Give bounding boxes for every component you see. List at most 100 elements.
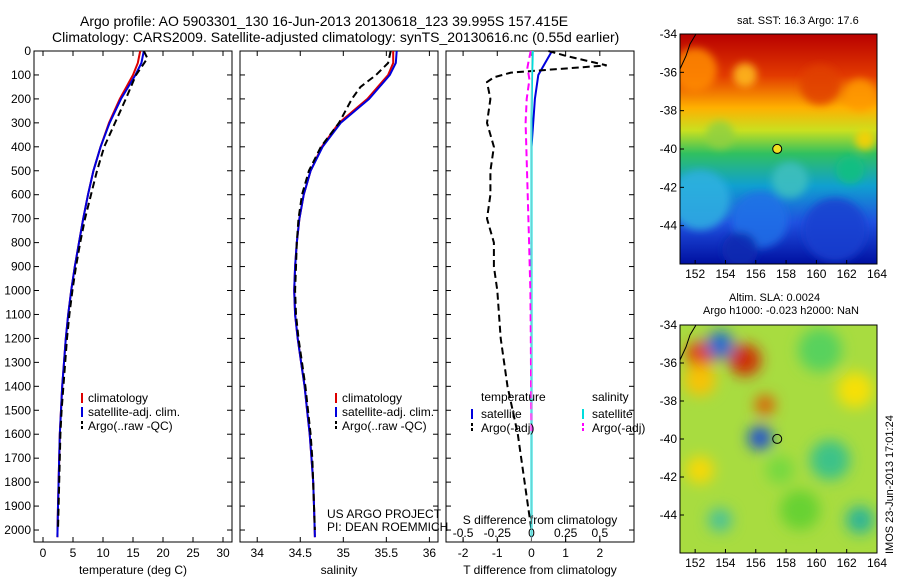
profile-panel-2: 34 34.5 35 35.5 36 salinity climatologysatelli…: [239, 50, 448, 577]
legend-label: satellite: [481, 407, 522, 421]
sst-patch: [803, 198, 867, 262]
profile-panel-1: 0 5 10 15 20 25 300100200300400500600700800900…: [4, 44, 233, 577]
sla-patch: [766, 456, 794, 484]
y-tick-label: 0: [24, 44, 31, 58]
map-x-tick-label: 164: [867, 556, 887, 570]
sla-patch: [706, 331, 734, 359]
y-tick-label: 100: [11, 68, 31, 82]
y-tick-label: 1900: [4, 499, 31, 513]
legend-label: Argo(..raw -QC): [342, 419, 427, 433]
series-line-temperature-satellite: [530, 50, 553, 538]
x-tick-label: 35: [337, 546, 351, 560]
y-tick-label: 1000: [4, 284, 31, 298]
x-tick-label: 34: [251, 546, 265, 560]
y-tick-label: 1800: [4, 475, 31, 489]
y-tick-label: 1200: [4, 331, 31, 345]
x-tick-label: -1: [492, 546, 503, 560]
y-tick-label: 500: [11, 164, 31, 178]
series-line-argo-raw-qc-: [294, 50, 392, 531]
argo-position-marker: [772, 143, 783, 154]
s-diff-tick-label: 0.25: [554, 526, 578, 540]
map-x-tick-label: 154: [715, 556, 735, 570]
annotation-text: PI: DEAN ROEMMICH: [327, 520, 448, 534]
s-diff-axis-label: S difference from climatology: [463, 513, 618, 527]
map-x-tick-label: 162: [837, 267, 857, 281]
x-tick-label: 10: [96, 546, 110, 560]
x-tick-label: 35.5: [375, 546, 399, 560]
sla-patch: [837, 372, 873, 408]
header-line-2: Climatology: CARS2009. Satellite-adjuste…: [52, 29, 620, 45]
argo-h-line: Argo h1000: -0.023 h2000: NaN: [703, 305, 859, 317]
header-line-1: Argo profile: AO 5903301_130 16-Jun-2013…: [80, 13, 569, 29]
y-tick-label: 1300: [4, 355, 31, 369]
map-y-tick-label: -44: [660, 219, 678, 233]
sla-patch: [810, 440, 850, 480]
x-tick-label: 25: [186, 546, 200, 560]
sst-patch: [706, 121, 734, 149]
series-line-salinity-argo-adj-: [524, 50, 533, 435]
legend-label: Argo(-adj): [592, 421, 645, 435]
map-y-tick-label: -34: [660, 318, 678, 332]
legend-group-title: temperature: [481, 390, 546, 404]
sst-patch: [836, 156, 864, 184]
x-axis-label: salinity: [321, 563, 358, 577]
map-y-tick-label: -38: [660, 394, 678, 408]
sst-features: [680, 48, 876, 264]
legend-label: Argo(-adj): [481, 421, 534, 435]
map-x-tick-label: 154: [715, 267, 735, 281]
x-tick-label: 20: [156, 546, 170, 560]
x-tick-label: 30: [216, 546, 230, 560]
y-tick-label: 700: [11, 212, 31, 226]
series-line-satellite-adj-clim-: [293, 50, 398, 538]
s-diff-tick-label: -0.5: [453, 526, 474, 540]
sst-patch: [800, 65, 840, 105]
map-field: [680, 325, 877, 553]
legend-label: satellite-adj. clim.: [342, 405, 434, 419]
y-tick-label: 1100: [5, 307, 31, 321]
map-x-tick-label: 152: [685, 267, 705, 281]
map-x-tick-label: 156: [746, 267, 766, 281]
map-y-tick-label: -40: [660, 432, 678, 446]
sst-patch: [844, 79, 876, 111]
argo-position-marker: [772, 433, 783, 444]
legend-label: satellite: [592, 407, 633, 421]
sla-line: Altim. SLA: 0.0024: [729, 292, 821, 304]
profile-panel-3: -2 -1 0 1 2 T difference from climatology -0.5…: [445, 50, 645, 577]
series-line-climatology: [293, 51, 395, 538]
map-x-tick-label: 156: [746, 556, 766, 570]
map-panel-2: 152 154 156 158 160 162 164 -34 -36 -38 -40 -42 -44: [660, 318, 888, 570]
x-tick-label: 5: [70, 546, 77, 560]
y-tick-label: 1400: [4, 379, 31, 393]
y-tick-label: 900: [11, 260, 31, 274]
sst-patch: [680, 48, 717, 92]
sst-patch: [722, 232, 758, 264]
map-y-tick-label: -36: [660, 356, 678, 370]
sla-patch: [798, 328, 842, 372]
map1-title: sat. SST: 16.3 Argo: 17.6: [737, 15, 859, 27]
x-tick-label: 1: [562, 546, 569, 560]
sla-patch: [729, 344, 761, 376]
map-panel-1: 152 154 156 158 160 162 164 -34 -36 -38 -40 -42 -44: [660, 27, 888, 281]
map-y-tick-label: -38: [660, 104, 678, 118]
sst-patch: [772, 162, 808, 198]
legend-label: climatology: [88, 391, 148, 405]
sst-patch: [680, 170, 730, 230]
y-tick-label: 800: [11, 236, 31, 250]
x-tick-label: 34.5: [289, 546, 313, 560]
map-x-tick-label: 164: [867, 267, 887, 281]
panel-frame: [33, 50, 233, 543]
series-line-argo-raw-qc-: [57, 50, 149, 531]
legend-group-title: salinity: [592, 390, 629, 404]
map-x-tick-label: 158: [776, 267, 796, 281]
sla-patch: [780, 490, 820, 530]
annotation-text: US ARGO PROJECT: [327, 507, 442, 521]
profile-panels: 0 5 10 15 20 25 300100200300400500600700800900…: [4, 44, 645, 577]
y-tick-label: 1600: [4, 427, 31, 441]
sla-patch: [748, 426, 772, 450]
map-y-tick-label: -42: [660, 470, 678, 484]
legend-label: Argo(..raw -QC): [88, 419, 173, 433]
map-x-tick-label: 152: [685, 556, 705, 570]
y-tick-label: 300: [11, 116, 31, 130]
legend-label: climatology: [342, 391, 402, 405]
